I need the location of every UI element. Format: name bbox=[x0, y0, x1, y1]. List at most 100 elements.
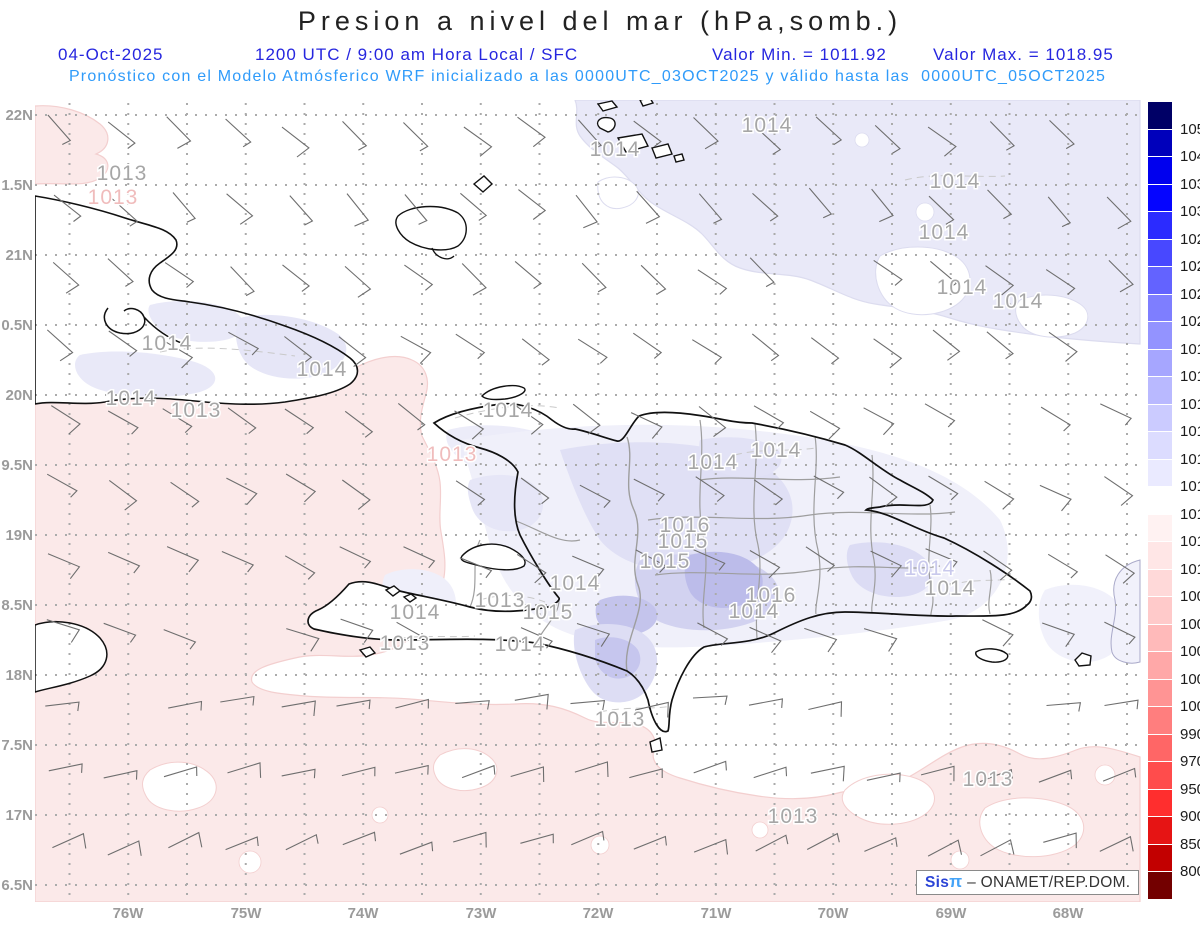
wind-barb bbox=[107, 121, 136, 149]
wind-barb bbox=[808, 187, 833, 219]
colorbar-tick-label: 970 bbox=[1180, 753, 1200, 770]
wind-barb bbox=[1049, 120, 1075, 150]
shade-hole bbox=[751, 821, 769, 839]
wind-barb bbox=[162, 408, 193, 433]
pressure-shade-patch bbox=[1038, 584, 1124, 663]
colorbar-swatch bbox=[1148, 513, 1172, 541]
wind-barb bbox=[404, 194, 428, 225]
wind-barb bbox=[577, 338, 608, 364]
colorbar-swatch bbox=[1148, 458, 1172, 486]
colorbar-swatch bbox=[1148, 183, 1172, 211]
isobar-label: 1015 bbox=[640, 550, 691, 573]
wind-barb bbox=[574, 761, 609, 778]
island-coastline bbox=[358, 646, 377, 658]
colorbar-swatch bbox=[1148, 211, 1172, 239]
wind-barb bbox=[281, 768, 316, 779]
wind-barb bbox=[166, 116, 192, 149]
pressure-shade-patch bbox=[75, 351, 216, 397]
header-valor-min: Valor Min. = 1011.92 bbox=[712, 45, 887, 64]
header-date: 04-Oct-2025 bbox=[58, 45, 164, 64]
page-title: Presion a nivel del mar (hPa,somb.) bbox=[297, 6, 903, 36]
wind-barb bbox=[517, 116, 546, 148]
wind-barb bbox=[630, 412, 663, 439]
island-coastline bbox=[651, 143, 673, 159]
wind-barb bbox=[698, 193, 723, 224]
wind-barb bbox=[629, 768, 663, 779]
colorbar bbox=[1148, 101, 1172, 899]
lat-tick-label: 18N bbox=[5, 667, 33, 684]
wind-barb bbox=[225, 836, 259, 851]
colorbar-swatch bbox=[1148, 678, 1172, 706]
wind-barb bbox=[455, 480, 486, 506]
wind-barb bbox=[1104, 476, 1134, 506]
wind-barb bbox=[107, 410, 139, 435]
isobar-label: 1014 bbox=[590, 138, 641, 161]
wind-barb bbox=[397, 402, 426, 431]
isobar-label: 1013 bbox=[595, 708, 646, 731]
wind-barb bbox=[108, 330, 138, 357]
colorbar-swatch bbox=[1148, 596, 1172, 624]
wind-barb bbox=[338, 336, 367, 368]
island-coastline bbox=[1074, 652, 1092, 667]
wind-barb bbox=[107, 840, 142, 856]
lon-tick-label: 76W bbox=[112, 905, 144, 922]
header-forecast-line: Pronóstico con el Modelo Atmósferico WRF… bbox=[68, 68, 1107, 85]
wind-barb bbox=[924, 403, 956, 428]
colorbar-swatch bbox=[1148, 843, 1172, 871]
wind-barb bbox=[987, 189, 1013, 220]
wind-barb bbox=[634, 701, 669, 718]
lat-tick-label: 21N bbox=[5, 247, 33, 264]
wind-barb bbox=[344, 265, 372, 298]
wind-barb bbox=[932, 329, 961, 361]
shade-hole bbox=[238, 850, 262, 874]
shade-hole bbox=[142, 761, 217, 812]
colorbar-tick-label: 1040 bbox=[1180, 148, 1200, 165]
lat-tick-label: 7.5N bbox=[1, 737, 33, 754]
wind-barb bbox=[1099, 835, 1134, 852]
isobar-label: 1015 bbox=[658, 530, 709, 553]
island-coastline bbox=[649, 737, 663, 753]
shade-hole bbox=[590, 835, 610, 855]
wind-barb bbox=[863, 407, 895, 436]
wind-barb bbox=[107, 551, 141, 574]
isobar-dashed bbox=[159, 175, 1021, 713]
haiti-dr-border bbox=[625, 436, 641, 672]
isobar-label: 1014 bbox=[993, 290, 1044, 313]
wind-barb bbox=[399, 841, 434, 855]
wind-barb bbox=[225, 118, 252, 148]
wind-barb bbox=[162, 339, 194, 369]
wind-barb bbox=[341, 766, 376, 777]
wind-barb bbox=[928, 475, 959, 501]
wind-barb bbox=[572, 555, 605, 577]
low-pressure-shade bbox=[35, 105, 109, 185]
wind-barb bbox=[693, 549, 726, 571]
wind-barb bbox=[403, 546, 436, 569]
lon-tick-label: 75W bbox=[230, 905, 262, 922]
wind-barb bbox=[514, 693, 549, 710]
lon-tick-label: 68W bbox=[1052, 905, 1084, 922]
wind-barb bbox=[1105, 554, 1136, 584]
wind-barb bbox=[808, 701, 843, 717]
isobar-label: 1013 bbox=[475, 589, 526, 612]
jamaica-landmass bbox=[35, 621, 107, 692]
isobar-label: 1013 bbox=[380, 632, 431, 655]
island-coastline bbox=[596, 100, 619, 112]
wind-barb bbox=[873, 338, 903, 369]
lat-tick-label: 19N bbox=[5, 527, 33, 544]
wind-barb bbox=[753, 766, 788, 779]
isobar-label: 1014 bbox=[742, 114, 793, 137]
wind-barb bbox=[103, 622, 137, 643]
wind-barb bbox=[459, 557, 493, 579]
island-coastline bbox=[975, 648, 1009, 663]
wind-barb bbox=[805, 546, 836, 572]
wind-barb bbox=[52, 261, 80, 294]
wind-barb bbox=[521, 338, 551, 366]
wind-barb bbox=[980, 839, 1015, 857]
shade-hole bbox=[950, 850, 970, 870]
wind-barb bbox=[989, 121, 1015, 151]
wind-barb bbox=[460, 192, 488, 221]
colorbar-swatch bbox=[1148, 376, 1172, 404]
pressure-shade-patch bbox=[846, 542, 933, 598]
wind-barb bbox=[346, 193, 370, 227]
colorbar-tick-label: 1008 bbox=[1180, 588, 1200, 605]
